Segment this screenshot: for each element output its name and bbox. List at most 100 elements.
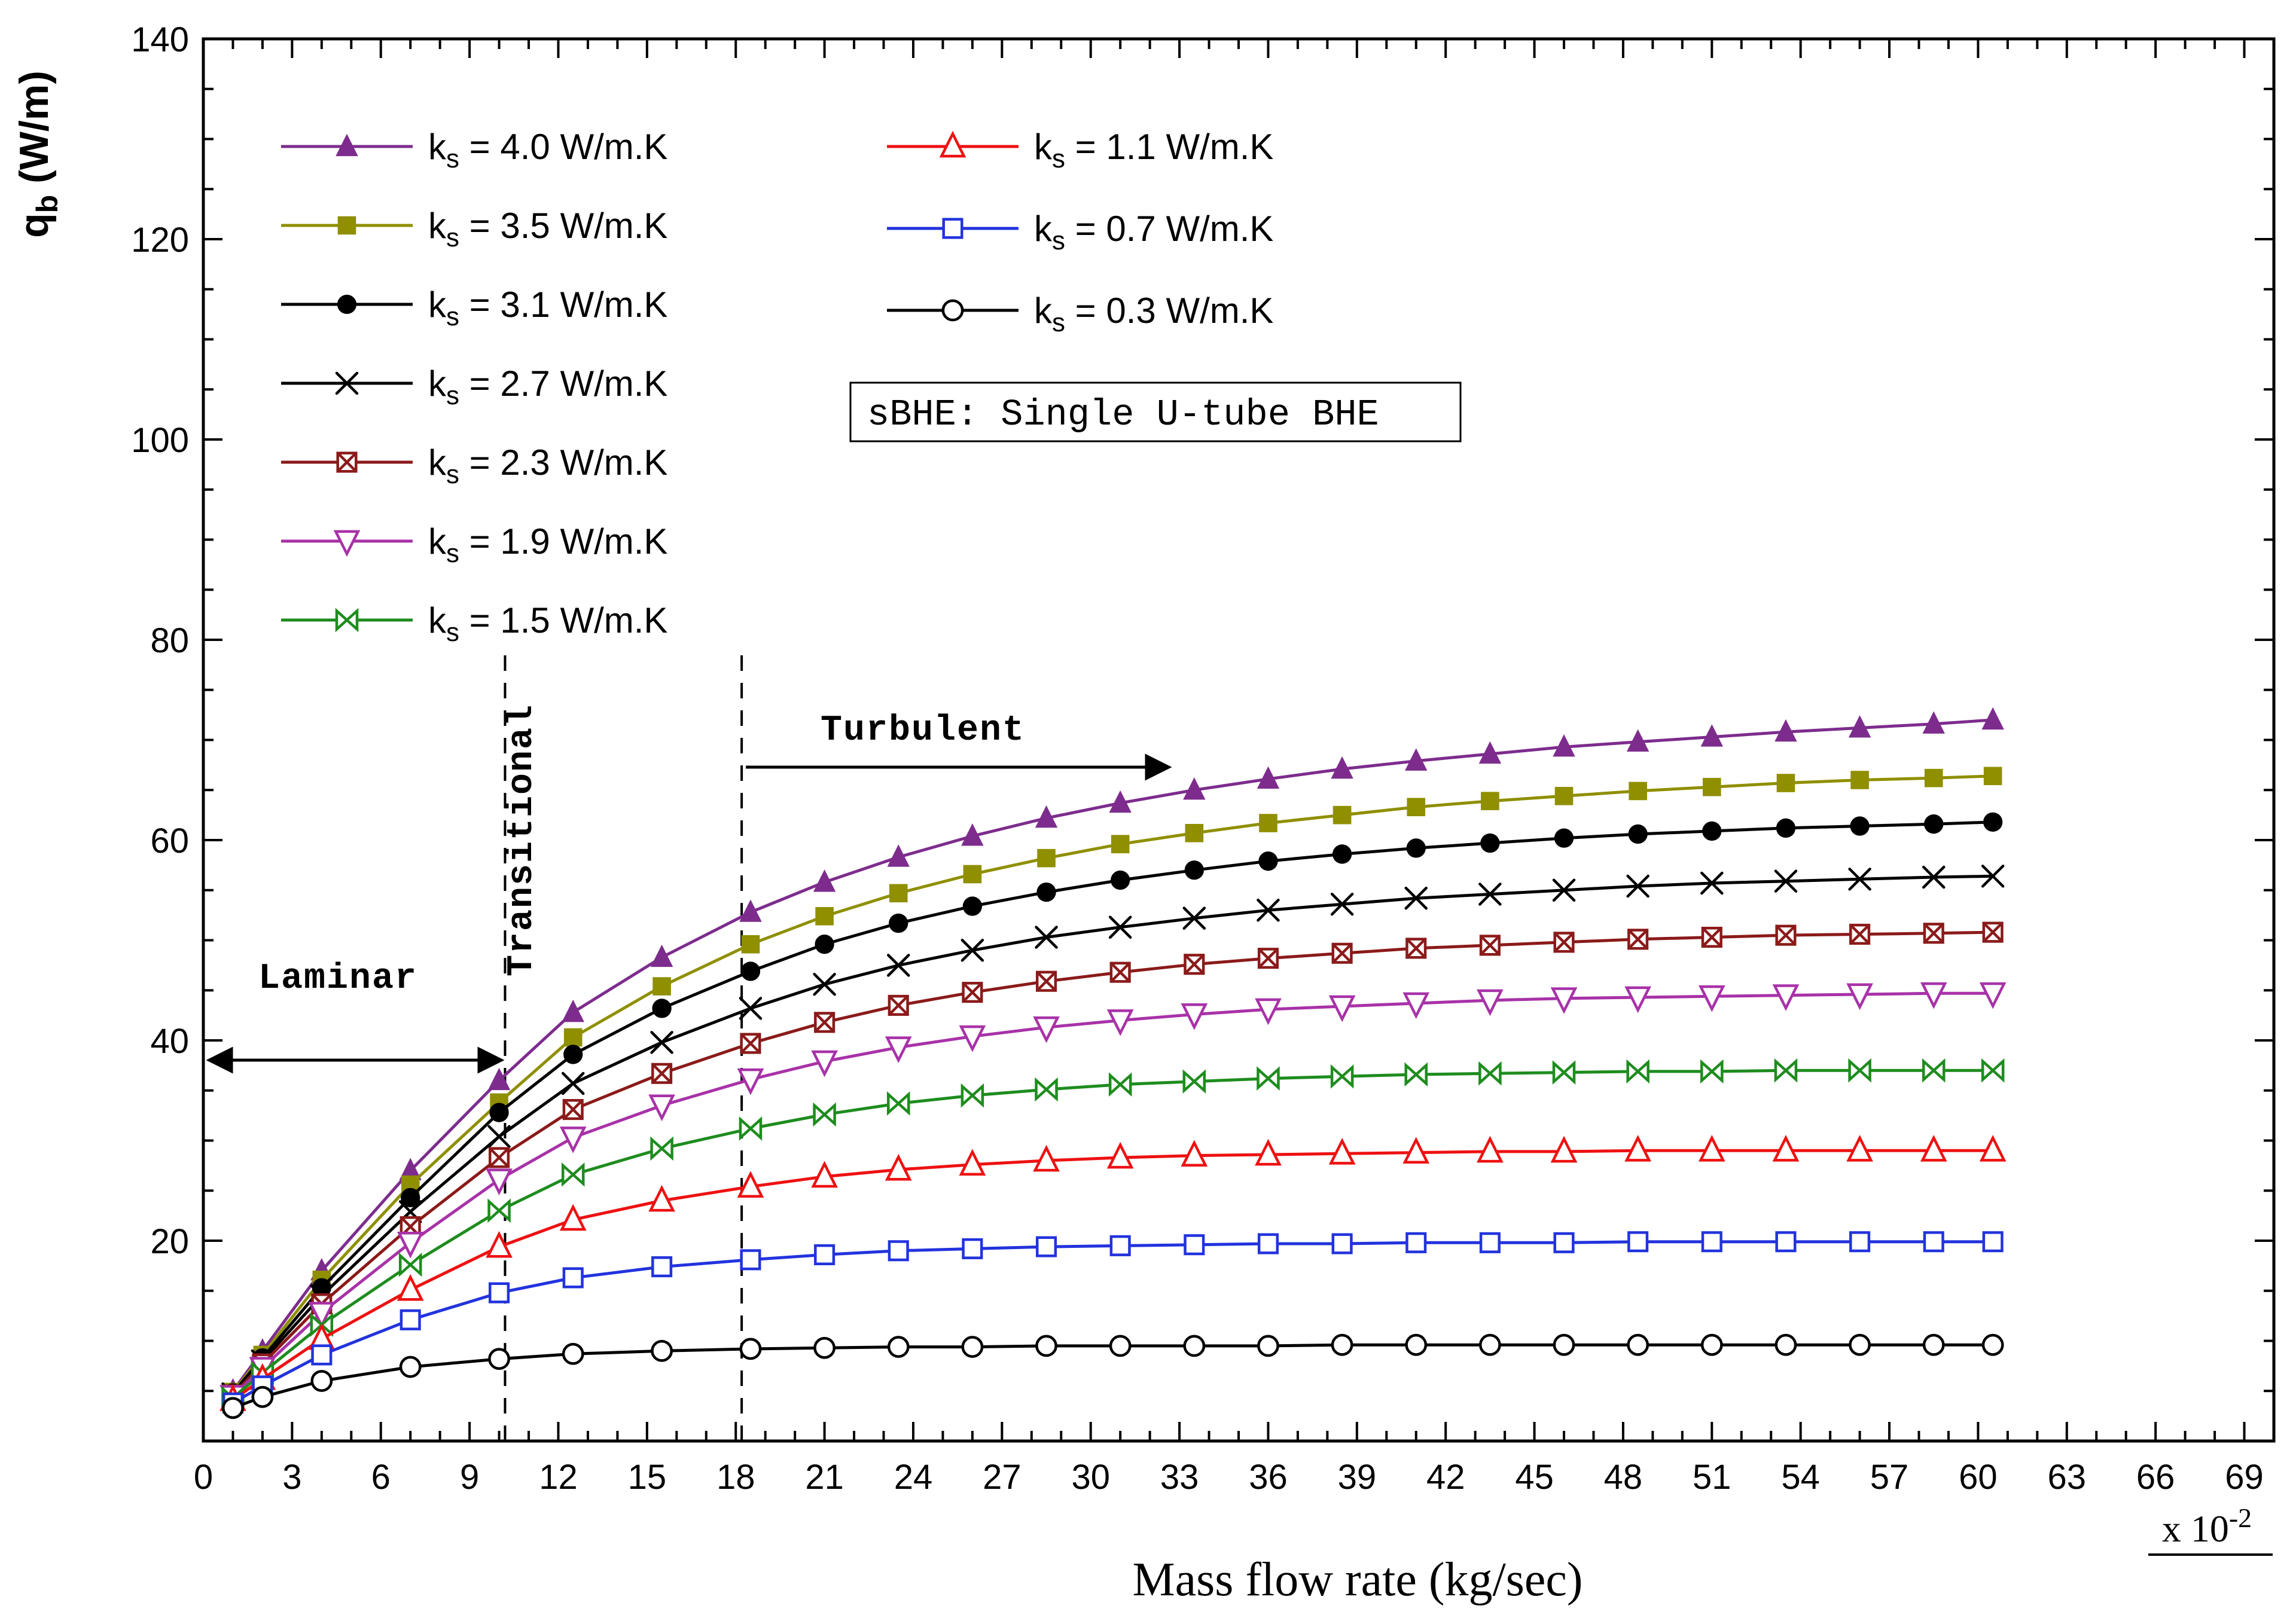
- marker-triangle-up-filled: [1405, 748, 1428, 771]
- series-ks-3.5: [224, 767, 2002, 1402]
- marker-triangle-up-open: [648, 1185, 675, 1212]
- marker-square-x-open: [1257, 948, 1279, 969]
- marker-square-x-open: [1701, 926, 1722, 948]
- note-annotation: sBHE: Single U-tube BHE: [849, 381, 1462, 442]
- marker-triangle-up-filled: [1774, 719, 1797, 742]
- marker-square-open: [1982, 1231, 2004, 1253]
- marker-square-x-open: [1479, 935, 1501, 956]
- legend-entry-ks-2.3: ks = 2.3 W/m.K: [281, 442, 667, 489]
- legend-label-value: = 3.5 W/m.K: [459, 206, 667, 246]
- marker-square-filled: [1629, 782, 1647, 801]
- marker-circle-open: [251, 1385, 274, 1408]
- marker-triangle-up-filled: [1626, 729, 1649, 752]
- marker-square-open: [1775, 1231, 1797, 1253]
- marker-triangle-up-filled: [739, 899, 762, 922]
- x-tick-label: 18: [716, 1458, 755, 1497]
- legend-label: ks = 3.1 W/m.K: [428, 285, 667, 331]
- legend-label-prefix: k: [1034, 127, 1053, 167]
- marker-square-open: [562, 1267, 584, 1289]
- marker-x-cross: [1478, 883, 1502, 906]
- x-tick-label: 66: [2136, 1458, 2175, 1497]
- series-line-ks-0.7: [232, 1240, 1993, 1405]
- marker-x-cross: [813, 972, 836, 996]
- marker-bowtie-open: [561, 1162, 585, 1187]
- marker-square-filled: [1554, 787, 1574, 805]
- marker-triangle-up-open: [1772, 1134, 1800, 1162]
- marker-square-filled: [1111, 835, 1130, 853]
- legend-label-value: = 1.9 W/m.K: [459, 521, 667, 561]
- y-tick-label: 80: [150, 621, 189, 660]
- marker-square-filled: [1850, 771, 1869, 789]
- marker-bowtie-open: [650, 1136, 673, 1161]
- series-group: [219, 707, 2007, 1419]
- marker-x-cross: [1922, 865, 1946, 889]
- marker-square-open: [814, 1244, 836, 1265]
- marker-triangle-up-open: [1033, 1144, 1060, 1172]
- marker-square-filled: [1037, 848, 1056, 868]
- marker-circle-open: [941, 299, 964, 322]
- marker-square-filled: [652, 977, 671, 996]
- x-tick-label: 21: [805, 1458, 844, 1497]
- marker-triangle-up-open: [1181, 1140, 1208, 1167]
- marker-square-filled: [1924, 768, 1943, 787]
- marker-triangle-down-open: [486, 1168, 513, 1196]
- marker-triangle-up-open: [397, 1274, 424, 1301]
- legend-label-value: = 1.1 W/m.K: [1065, 127, 1273, 167]
- series-line-ks-1.9: [231, 991, 1993, 1397]
- marker-triangle-up-filled: [813, 869, 836, 892]
- marker-triangle-up-open: [1402, 1137, 1430, 1164]
- marker-triangle-up-filled: [399, 1158, 422, 1180]
- y-tick-label: 20: [150, 1222, 189, 1261]
- marker-triangle-up-open: [1328, 1137, 1356, 1165]
- marker-square-x-open: [1849, 923, 1871, 945]
- legend-entry-ks-1.5: ks = 1.5 W/m.K: [281, 600, 667, 647]
- marker-circle-open: [1257, 1335, 1279, 1357]
- marker-x-cross: [1257, 899, 1280, 922]
- marker-circle-filled: [1406, 838, 1426, 858]
- marker-bowtie-open: [335, 608, 359, 633]
- marker-circle-open: [1331, 1333, 1353, 1356]
- y-tick-label: 40: [150, 1022, 189, 1061]
- legend-label-subscript: s: [446, 381, 459, 410]
- marker-bowtie-open: [1774, 1058, 1798, 1083]
- marker-circle-filled: [401, 1187, 420, 1208]
- x-tick-label: 24: [894, 1458, 933, 1497]
- marker-bowtie-open: [1478, 1061, 1502, 1086]
- marker-x-cross: [1108, 915, 1132, 939]
- marker-triangle-down-open: [1624, 986, 1652, 1013]
- marker-triangle-down-open: [737, 1068, 764, 1095]
- marker-circle-filled: [1924, 814, 1944, 834]
- marker-triangle-up-filled: [961, 823, 984, 846]
- marker-square-open: [1405, 1232, 1427, 1253]
- y-axis-title-main: q: [11, 213, 57, 238]
- marker-square-x-open: [740, 1033, 761, 1054]
- marker-square-filled: [741, 935, 760, 954]
- marker-circle-open: [739, 1338, 762, 1360]
- marker-triangle-up-filled: [887, 844, 910, 867]
- marker-square-open: [1035, 1236, 1057, 1257]
- turbulent-label: Turbulent: [821, 710, 1025, 751]
- x-tick-label: 9: [460, 1458, 479, 1497]
- marker-square-open: [942, 218, 963, 239]
- marker-triangle-up-open: [811, 1161, 838, 1188]
- marker-x-cross: [650, 1031, 673, 1054]
- y-axis-title-sub: b: [31, 195, 64, 213]
- legend-label-subscript: s: [1052, 226, 1065, 255]
- marker-circle-filled: [1111, 870, 1130, 890]
- y-axis-title-units: (W/m): [11, 71, 57, 195]
- legend: ks = 4.0 W/m.Kks = 3.5 W/m.Kks = 3.1 W/m…: [281, 127, 1273, 647]
- marker-triangle-down-open: [811, 1050, 838, 1077]
- marker-circle-open: [1035, 1335, 1057, 1357]
- legend-label-value: = 0.3 W/m.K: [1065, 291, 1273, 331]
- marker-bowtie-open: [1552, 1060, 1576, 1085]
- legend-label-value: = 4.0 W/m.K: [459, 127, 667, 167]
- marker-x-cross: [561, 1071, 585, 1095]
- marker-square-filled: [889, 884, 908, 903]
- marker-triangle-up-open: [1624, 1134, 1652, 1162]
- marker-circle-open: [1922, 1333, 1945, 1356]
- x-tick-label: 69: [2225, 1458, 2264, 1497]
- marker-triangle-up-filled: [1331, 756, 1353, 779]
- marker-x-cross: [1404, 886, 1428, 910]
- marker-square-open: [1627, 1231, 1649, 1253]
